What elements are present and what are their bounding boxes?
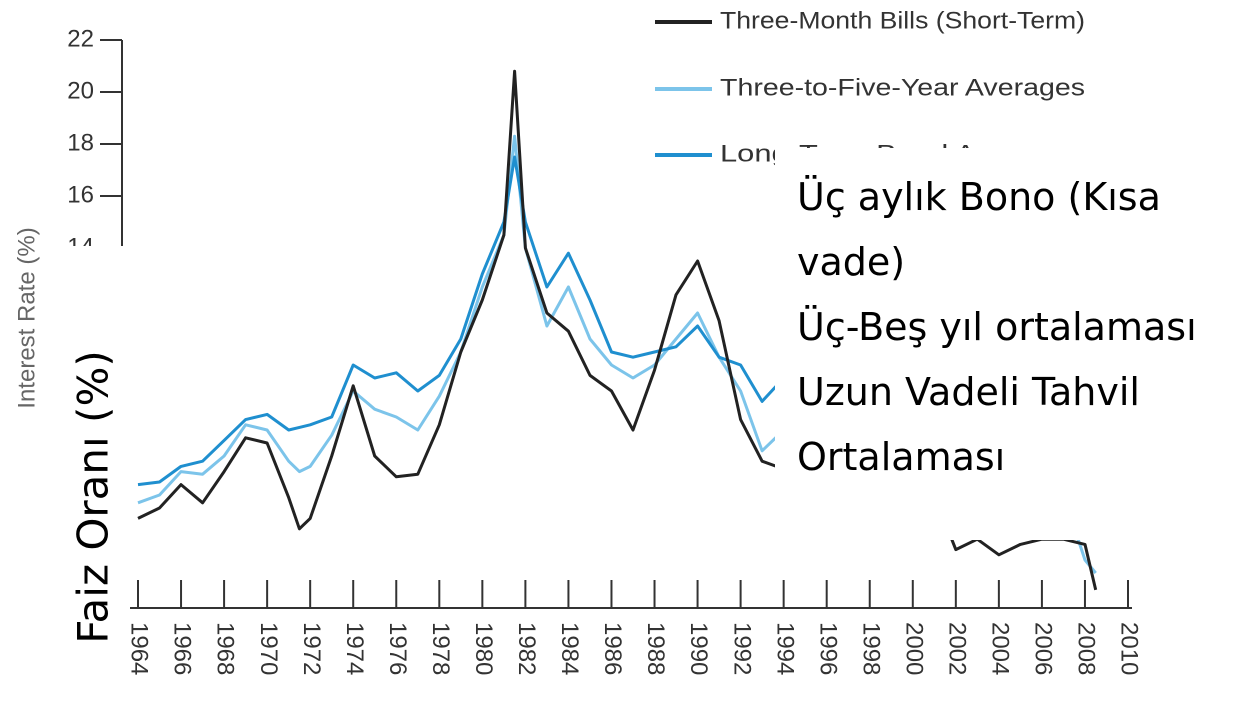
- x-tick-label: 1964: [126, 622, 153, 675]
- x-tick-label: 1998: [857, 622, 884, 675]
- y-tick-label: 22: [67, 25, 94, 52]
- overlay-line: Uzun Vadeli Tahvil Ortalaması: [797, 370, 1140, 479]
- x-tick-label: 1990: [685, 622, 712, 675]
- x-tick-label: 1992: [728, 622, 755, 675]
- x-tick-label: 2008: [1073, 622, 1100, 675]
- x-tick-label: 1982: [513, 622, 540, 675]
- x-tick-label: 1978: [427, 622, 454, 675]
- x-tick-label: 1996: [814, 622, 841, 675]
- x-tick-label: 1984: [556, 622, 583, 675]
- x-tick-label: 2004: [987, 622, 1014, 675]
- x-tick-label: 1994: [771, 622, 798, 675]
- y-tick-label: 20: [67, 77, 94, 104]
- y-tick-label: 16: [67, 181, 94, 208]
- x-tick-label: 1968: [212, 622, 239, 675]
- x-tick-label: 1974: [341, 622, 368, 675]
- x-tick-label: 1972: [298, 622, 325, 675]
- y-axis-label: Interest Rate (%): [13, 227, 40, 408]
- x-tick-label: 2000: [900, 622, 927, 675]
- x-tick-label: 2002: [943, 622, 970, 675]
- legend-label: Three-to-Five-Year Averages: [720, 74, 1085, 101]
- cover-box: [775, 148, 1249, 540]
- overlay-line: Üç aylık Bono (Kısa vade): [797, 175, 1161, 284]
- plot-area: 1416182022196419661968197019721974197619…: [67, 25, 1142, 675]
- overlay-text: Üç aylık Bono (Kısa vade) Üç-Beş yıl ort…: [797, 165, 1247, 490]
- x-tick-label: 1986: [599, 622, 626, 675]
- overlay-axis-label: Faiz Oranı (%): [69, 350, 118, 644]
- x-tick-label: 2010: [1116, 622, 1143, 675]
- overlay-line: Üç-Beş yıl ortalaması: [797, 305, 1197, 349]
- x-tick-label: 1966: [169, 622, 196, 675]
- x-tick-label: 2006: [1030, 622, 1057, 675]
- cover-box: [40, 246, 128, 608]
- x-tick-label: 1980: [470, 622, 497, 675]
- legend-label: Three-Month Bills (Short-Term): [720, 7, 1085, 34]
- y-tick-label: 18: [67, 129, 94, 156]
- x-tick-label: 1988: [642, 622, 669, 675]
- x-tick-label: 1970: [255, 622, 282, 675]
- x-tick-label: 1976: [384, 622, 411, 675]
